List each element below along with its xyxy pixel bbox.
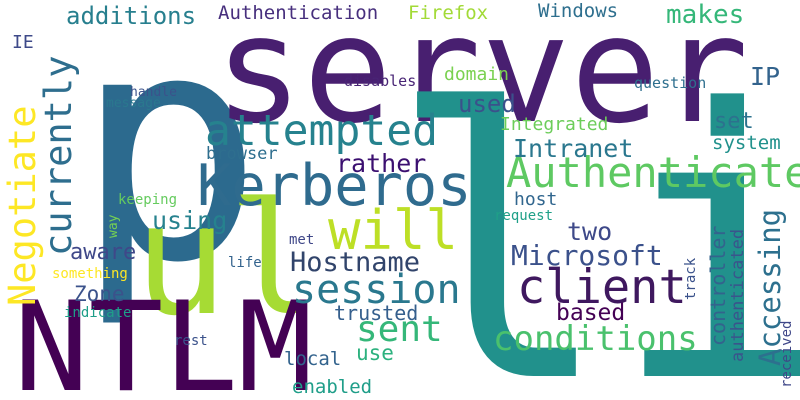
word-controller: controller bbox=[706, 225, 730, 346]
word-using: using bbox=[152, 206, 228, 235]
word-host: host bbox=[514, 189, 558, 210]
word-trusted: trusted bbox=[334, 301, 419, 325]
word-system: system bbox=[712, 132, 781, 154]
word-way: way bbox=[106, 214, 121, 238]
word-ntlm: NTLM bbox=[14, 276, 313, 400]
word-ie: IE bbox=[12, 32, 34, 53]
word-session: session bbox=[292, 267, 461, 313]
word-p: p bbox=[74, 0, 264, 332]
word-intranet: Intranet bbox=[513, 134, 634, 163]
word-integrated: Integrated bbox=[500, 114, 609, 135]
word-kerberos: Kerberos bbox=[197, 153, 472, 219]
word-server: server bbox=[214, 0, 749, 156]
word-conditions: conditions bbox=[493, 319, 698, 359]
word-currently: currently bbox=[37, 55, 80, 256]
word-authentication: Authentication bbox=[218, 2, 379, 24]
word-used: used bbox=[458, 90, 516, 118]
word-negotiate: Negotiate bbox=[1, 105, 44, 306]
word-aware: aware bbox=[70, 240, 137, 265]
word-indicate: indicate bbox=[64, 305, 132, 321]
word-microsoft: Microsoft bbox=[511, 239, 663, 272]
word-enabled: enabled bbox=[292, 376, 373, 398]
word-windows: Windows bbox=[538, 0, 619, 22]
word-track: track bbox=[683, 257, 699, 300]
word-will: will bbox=[328, 199, 459, 262]
word-authenticate: Authenticate bbox=[506, 148, 800, 197]
word-makes: makes bbox=[666, 0, 745, 30]
word-disables: disables bbox=[344, 72, 417, 90]
word-handle: handle bbox=[130, 85, 177, 100]
word-use: use bbox=[356, 341, 394, 365]
word-two: two bbox=[567, 217, 613, 246]
word-ip: IP bbox=[750, 62, 781, 91]
word-hostname: Hostname bbox=[290, 247, 421, 278]
word-client: client bbox=[517, 260, 687, 315]
word-met: met bbox=[289, 232, 315, 248]
word-authenticated: authenticated bbox=[728, 228, 748, 362]
word-request: request bbox=[494, 208, 554, 224]
word-rest: rest bbox=[174, 333, 208, 349]
word-domain: domain bbox=[444, 64, 510, 85]
word-sent: sent bbox=[356, 309, 443, 350]
word-browser: browser bbox=[206, 144, 278, 164]
word-additions: additions bbox=[66, 2, 197, 30]
word-life: life bbox=[228, 255, 262, 271]
word-attempted: attempted bbox=[205, 106, 438, 156]
word-li: li bbox=[388, 31, 800, 400]
word-ul: ul bbox=[134, 169, 321, 350]
word-question: question bbox=[634, 74, 707, 92]
word-message: message bbox=[106, 96, 161, 111]
word-firefox: Firefox bbox=[408, 2, 489, 24]
word-local: local bbox=[284, 348, 342, 370]
word-received: received bbox=[779, 320, 795, 388]
word-keeping: keeping bbox=[118, 192, 178, 208]
word-set: set bbox=[714, 109, 754, 134]
word-zone: Zone bbox=[74, 282, 125, 306]
word-something: something bbox=[52, 266, 128, 282]
word-rather: rather bbox=[336, 149, 427, 178]
word-based: based bbox=[556, 300, 626, 326]
